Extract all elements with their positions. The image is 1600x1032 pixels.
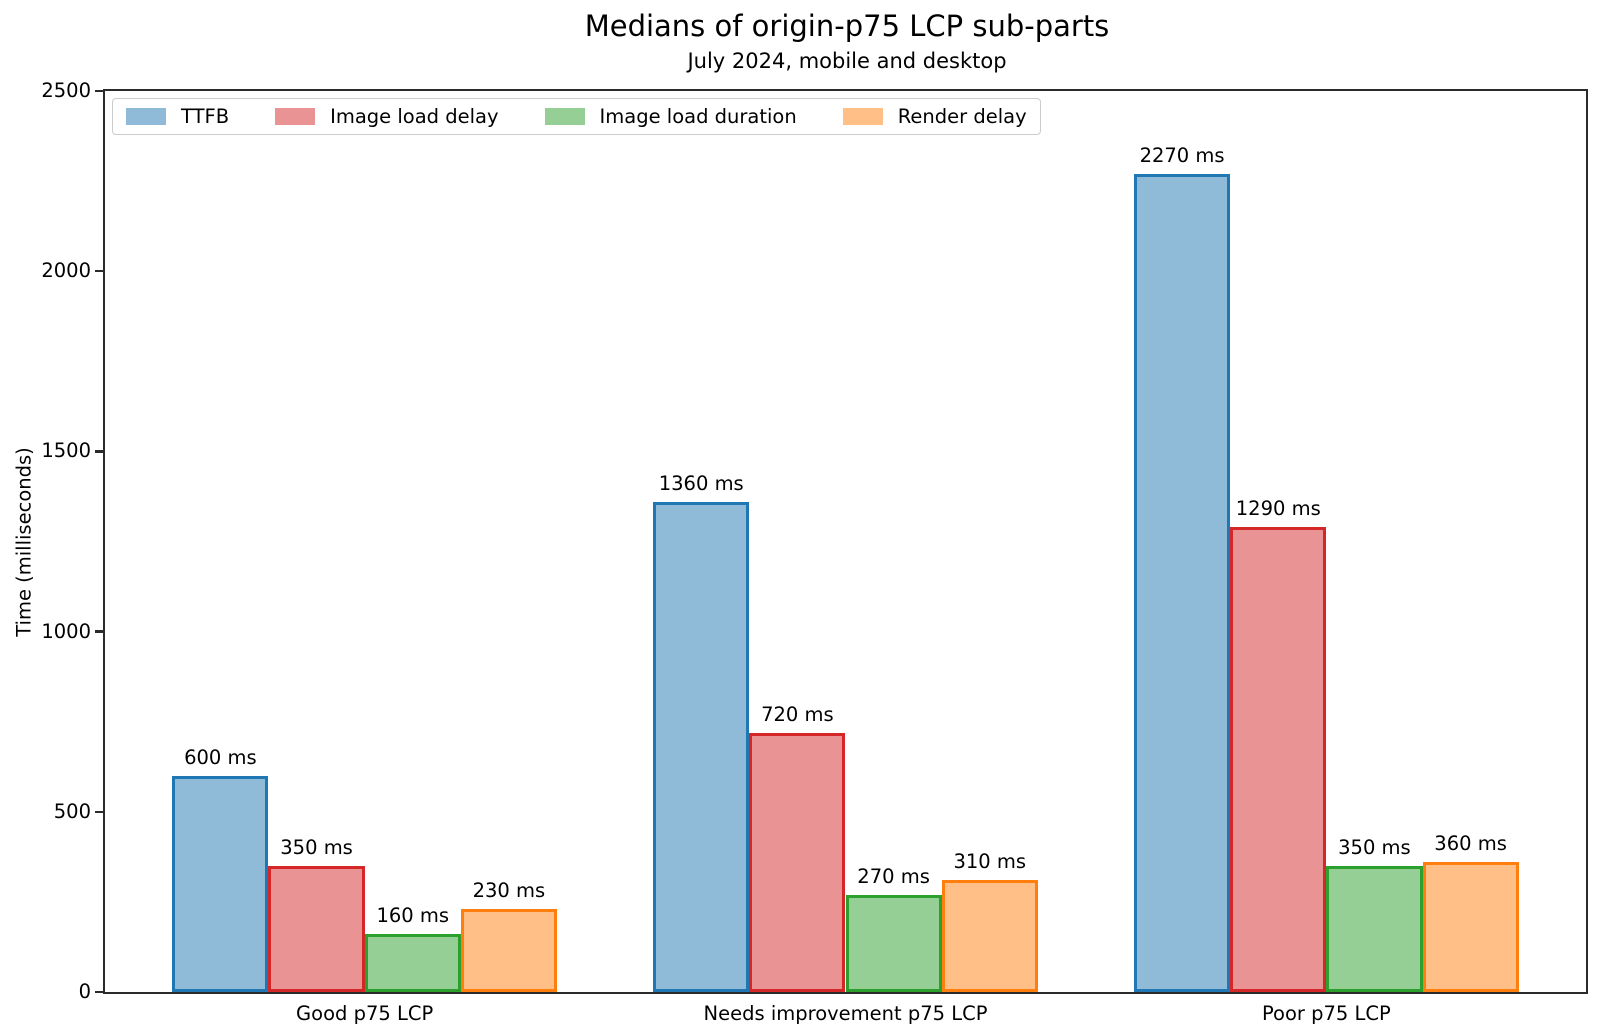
bar-ttfb-good-p75-lcp <box>172 775 269 992</box>
y-tick-mark <box>94 89 103 93</box>
bar-ttfb-poor-p75-lcp <box>1134 173 1231 992</box>
bar-value-label: 1360 ms <box>658 471 744 495</box>
x-tick-label-needs-improvement-p75-lcp: Needs improvement p75 LCP <box>703 1002 988 1025</box>
x-tick-label-good-p75-lcp: Good p75 LCP <box>296 1002 434 1025</box>
bar-value-label: 1290 ms <box>1235 497 1321 521</box>
bar-image-load-duration-poor-p75-lcp <box>1326 865 1423 992</box>
legend-label: TTFB <box>181 105 230 128</box>
legend-item-render-delay: Render delay <box>842 105 1027 128</box>
legend-item-image-load-delay: Image load delay <box>275 105 499 128</box>
bar-value-label: 2270 ms <box>1139 143 1225 167</box>
legend: TTFB Image load delay Image load duration R… <box>112 98 1041 135</box>
legend-item-image-load-duration: Image load duration <box>544 105 797 128</box>
y-tick-label: 0 <box>78 980 91 1003</box>
bar-render-delay-good-p75-lcp <box>460 909 557 992</box>
legend-label: Image load delay <box>330 105 499 128</box>
y-tick-label: 1500 <box>41 439 91 463</box>
y-tick-label: 500 <box>53 799 91 823</box>
y-tick-mark <box>94 450 103 453</box>
bar-render-delay-poor-p75-lcp <box>1422 862 1519 992</box>
bar-image-load-delay-good-p75-lcp <box>268 865 365 992</box>
bar-value-label: 310 ms <box>953 850 1027 874</box>
bar-ttfb-needs-improvement-p75-lcp <box>653 501 750 992</box>
y-tick-label: 2000 <box>41 259 91 283</box>
bar-image-load-duration-good-p75-lcp <box>364 934 461 992</box>
legend-swatch-image-load-delay <box>275 108 316 125</box>
bar-image-load-delay-poor-p75-lcp <box>1230 527 1327 992</box>
legend-item-ttfb: TTFB <box>126 105 229 128</box>
bar-value-label: 230 ms <box>472 879 546 903</box>
y-axis-label: Time (milliseconds) <box>12 447 36 637</box>
bar-value-label: 720 ms <box>761 702 834 726</box>
plot-area: TTFB Image load delay Image load duration R… <box>41 79 1588 1025</box>
y-tick-mark <box>94 630 103 633</box>
bar-image-load-delay-needs-improvement-p75-lcp <box>749 732 846 992</box>
chart-subtitle: July 2024, mobile and desktop <box>687 49 1007 73</box>
chart-title: Medians of origin-p75 LCP sub-parts <box>584 9 1110 43</box>
y-tick-mark <box>94 990 103 994</box>
bar-value-label: 270 ms <box>857 864 930 888</box>
bar-value-label: 600 ms <box>184 745 257 769</box>
bar-image-load-duration-needs-improvement-p75-lcp <box>845 894 942 992</box>
legend-label: Image load duration <box>599 105 797 128</box>
legend-swatch-image-load-duration <box>544 108 585 125</box>
legend-swatch-ttfb <box>126 108 166 125</box>
legend-label: Render delay <box>897 105 1027 128</box>
bar-value-label: 350 ms <box>280 835 353 859</box>
x-tick-label-poor-p75-lcp: Poor p75 LCP <box>1261 1002 1391 1025</box>
bar-value-label: 360 ms <box>1434 832 1507 856</box>
bar-render-delay-needs-improvement-p75-lcp <box>941 880 1038 992</box>
y-tick-mark <box>94 269 103 273</box>
bar-value-label: 350 ms <box>1338 835 1411 859</box>
legend-swatch-render-delay <box>842 108 883 125</box>
y-tick-mark <box>94 810 103 814</box>
y-tick-label: 1000 <box>41 619 91 643</box>
y-tick-label: 2500 <box>41 79 91 102</box>
bar-value-label: 160 ms <box>376 904 450 928</box>
